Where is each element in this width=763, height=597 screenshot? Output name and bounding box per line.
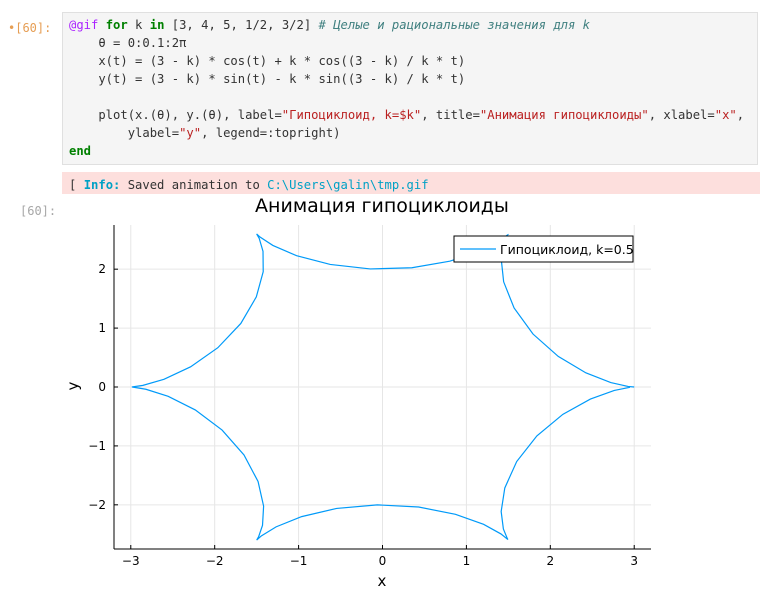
- stderr-output: [ Info: Saved animation to C:\Users\gali…: [62, 172, 760, 194]
- code-line-1: @gif for k in [3, 4, 5, 1/2, 3/2] # Целы…: [69, 16, 590, 34]
- code-values: [3, 4, 5, 1/2, 3/2]: [164, 18, 319, 32]
- chart-ticks: −3 −2 −1 0 1 2 3 −2 −1 0 1 2: [88, 262, 638, 568]
- y-tick-label: −1: [88, 439, 106, 453]
- legend-label: Гипоциклоид, k=0.5: [500, 242, 634, 257]
- chart-legend: Гипоциклоид, k=0.5: [453, 235, 634, 263]
- chart-title: Анимация гипоциклоиды: [255, 195, 509, 217]
- code-title-arg: , title=: [421, 108, 480, 122]
- series-line-hypocycloid: [131, 233, 635, 541]
- code-legend-arg: , legend=:topright): [201, 126, 341, 140]
- output-prompt: [60]:: [20, 204, 57, 218]
- code-string-title: "Анимация гипоциклоиды": [479, 108, 649, 122]
- code-ylabel-arg: ylabel=: [69, 126, 180, 140]
- x-tick-label: 1: [463, 554, 471, 568]
- code-kw-for: for: [105, 18, 128, 32]
- y-tick-label: −2: [88, 498, 106, 512]
- code-line-4: y(t) = (3 - k) * sin(t) - k * sin((3 - k…: [69, 72, 466, 86]
- info-label: Info:: [83, 178, 121, 192]
- code-comment: # Целые и рациональные значения для k: [318, 18, 591, 32]
- code-macro: @gif: [69, 18, 99, 32]
- code-line-end: end: [69, 144, 92, 158]
- code-var: k: [127, 18, 150, 32]
- x-tick-label: 2: [546, 554, 554, 568]
- stderr-message: Saved animation to: [120, 178, 268, 192]
- stderr-path: C:\Users\galin\tmp.gif: [267, 178, 429, 192]
- code-comma: ,: [736, 108, 745, 122]
- code-string-xlabel: "x": [714, 108, 737, 122]
- x-axis-label: x: [378, 572, 387, 590]
- y-tick-label: 2: [98, 262, 106, 276]
- stderr-prefix: [: [69, 178, 84, 192]
- x-tick-label: −2: [206, 554, 224, 568]
- code-kw-in: in: [149, 18, 165, 32]
- code-xlabel-arg: , xlabel=: [648, 108, 715, 122]
- input-prompt: •[60]:: [8, 21, 52, 35]
- code-cell[interactable]: @gif for k in [3, 4, 5, 1/2, 3/2] # Целы…: [62, 12, 758, 165]
- code-string-ylabel: "y": [179, 126, 202, 140]
- code-line-7: ylabel="y", legend=:topright): [69, 124, 341, 142]
- code-string-label: "Гипоциклоид, k=$k": [281, 108, 422, 122]
- code-line-3: x(t) = (3 - k) * cos(t) + k * cos((3 - k…: [69, 54, 466, 68]
- chart-grid: [114, 225, 651, 549]
- x-tick-label: 0: [379, 554, 387, 568]
- code-line-6: plot(x.(θ), y.(θ), label="Гипоциклоид, k…: [69, 106, 744, 124]
- x-tick-label: 3: [630, 554, 638, 568]
- code-plot-call: plot(x.(θ), y.(θ), label=: [69, 108, 282, 122]
- y-tick-label: 1: [98, 321, 106, 335]
- code-line-2: θ = 0:0.1:2π: [69, 36, 187, 50]
- y-axis-label: y: [64, 381, 82, 390]
- y-tick-label: 0: [98, 380, 106, 394]
- x-tick-label: −1: [290, 554, 308, 568]
- x-tick-label: −3: [122, 554, 140, 568]
